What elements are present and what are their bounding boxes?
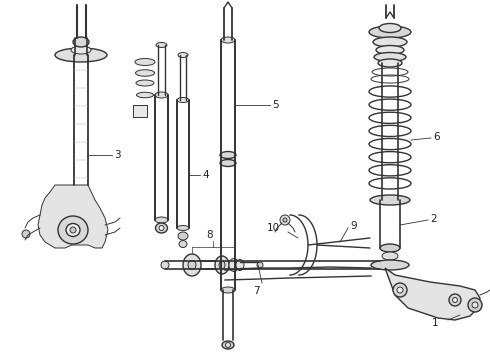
Text: 4: 4 — [202, 170, 209, 180]
Ellipse shape — [66, 224, 80, 237]
Ellipse shape — [55, 48, 107, 62]
Ellipse shape — [370, 195, 410, 205]
Ellipse shape — [452, 297, 458, 302]
Ellipse shape — [155, 217, 168, 223]
Ellipse shape — [178, 53, 188, 58]
Ellipse shape — [188, 261, 196, 270]
Ellipse shape — [219, 261, 225, 269]
Ellipse shape — [159, 225, 164, 230]
Ellipse shape — [215, 256, 229, 274]
Text: 6: 6 — [433, 132, 440, 142]
Text: 2: 2 — [430, 214, 437, 224]
Ellipse shape — [178, 232, 188, 240]
Ellipse shape — [221, 287, 235, 293]
Ellipse shape — [177, 98, 189, 103]
Polygon shape — [38, 185, 108, 248]
Ellipse shape — [257, 262, 263, 268]
Ellipse shape — [283, 218, 287, 222]
Ellipse shape — [369, 26, 411, 38]
Ellipse shape — [161, 261, 169, 269]
Bar — [133, 105, 147, 117]
Ellipse shape — [220, 159, 236, 166]
Text: 7: 7 — [253, 286, 259, 296]
Ellipse shape — [379, 23, 401, 32]
Ellipse shape — [155, 92, 168, 98]
Ellipse shape — [22, 230, 30, 238]
Ellipse shape — [380, 244, 400, 252]
Ellipse shape — [177, 225, 189, 230]
Text: 8: 8 — [206, 230, 213, 240]
Text: 9: 9 — [350, 221, 357, 231]
Ellipse shape — [468, 298, 482, 312]
Ellipse shape — [220, 152, 236, 158]
Ellipse shape — [155, 223, 168, 233]
Text: 3: 3 — [114, 150, 121, 160]
Ellipse shape — [374, 53, 406, 62]
Ellipse shape — [137, 92, 153, 98]
Ellipse shape — [71, 46, 91, 54]
Ellipse shape — [371, 260, 409, 270]
Ellipse shape — [58, 216, 88, 244]
Ellipse shape — [236, 260, 244, 270]
Text: 5: 5 — [272, 100, 279, 110]
Ellipse shape — [221, 37, 235, 43]
Ellipse shape — [449, 294, 461, 306]
Ellipse shape — [378, 59, 402, 67]
Ellipse shape — [135, 58, 155, 66]
Ellipse shape — [472, 302, 478, 308]
Ellipse shape — [222, 341, 234, 349]
Ellipse shape — [225, 342, 230, 347]
Ellipse shape — [156, 42, 167, 48]
Ellipse shape — [397, 287, 403, 293]
Ellipse shape — [179, 240, 187, 248]
Ellipse shape — [136, 80, 154, 86]
Ellipse shape — [373, 37, 407, 47]
Ellipse shape — [376, 45, 404, 54]
Text: 1: 1 — [432, 318, 439, 328]
Ellipse shape — [280, 215, 290, 225]
Ellipse shape — [393, 283, 407, 297]
Ellipse shape — [136, 70, 154, 76]
Ellipse shape — [183, 254, 201, 276]
Ellipse shape — [70, 227, 76, 233]
Ellipse shape — [229, 258, 239, 271]
Ellipse shape — [73, 37, 89, 47]
Ellipse shape — [382, 252, 398, 260]
Polygon shape — [385, 268, 480, 320]
Text: 10: 10 — [267, 223, 280, 233]
